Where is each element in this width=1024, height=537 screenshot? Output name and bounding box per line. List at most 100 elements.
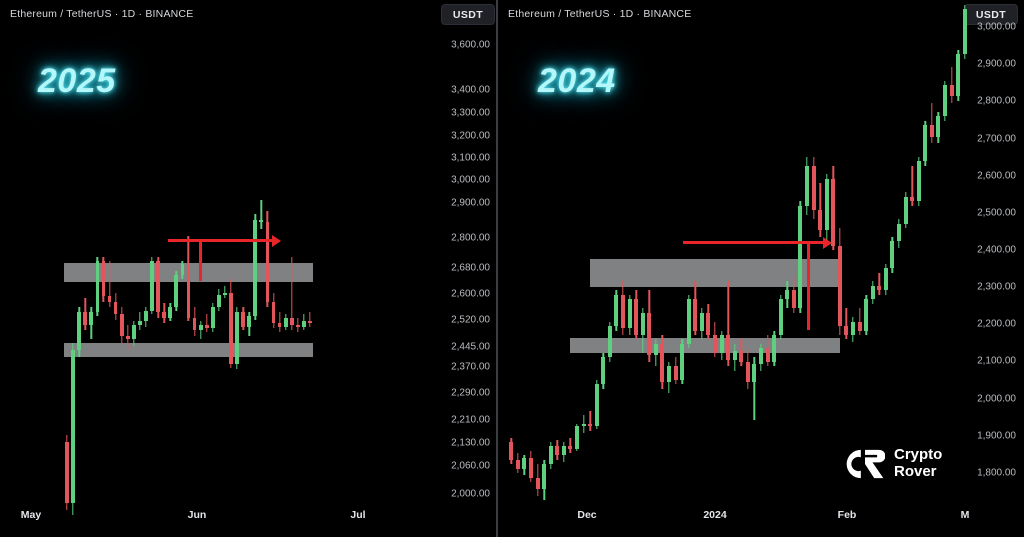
candle-body xyxy=(223,292,227,295)
candle-body xyxy=(198,324,203,331)
price-axis-right[interactable]: 3,000.00 2,900.00 2,800.00 2,700.00 2,600.00… xyxy=(958,0,1022,537)
candle-wick xyxy=(224,285,226,299)
candle xyxy=(65,0,69,537)
candle-body xyxy=(71,349,75,503)
candle-body xyxy=(936,116,941,137)
chart-panel-2025[interactable]: Ethereum / TetherUS · 1D · BINANCE USDT … xyxy=(0,0,496,537)
candle xyxy=(752,0,757,537)
candle-body xyxy=(186,264,191,318)
candle xyxy=(877,0,882,537)
candle-body xyxy=(89,312,94,325)
year-label-2025: 2025 xyxy=(38,62,116,100)
candle-body xyxy=(640,312,645,335)
candle-body xyxy=(131,324,136,340)
candle-body xyxy=(162,312,167,318)
candle xyxy=(712,0,718,537)
candle-body xyxy=(253,219,258,316)
candle xyxy=(150,0,154,537)
price-tick: 2,680.00 xyxy=(451,262,490,274)
price-tick: 2,600.00 xyxy=(451,288,490,300)
candle xyxy=(811,0,816,537)
watermark-logo: Crypto Rover xyxy=(845,446,942,481)
candle xyxy=(758,0,764,537)
candle xyxy=(216,0,221,537)
candle-body xyxy=(653,343,658,356)
price-tick: 2,000.00 xyxy=(451,488,490,500)
candle xyxy=(614,0,619,537)
candle xyxy=(739,0,744,537)
price-tick: 3,000.00 xyxy=(977,21,1016,33)
price-tick: 3,100.00 xyxy=(451,152,490,164)
currency-badge-left[interactable]: USDT xyxy=(441,4,495,25)
candle-body xyxy=(778,299,783,335)
candle-body xyxy=(522,457,527,469)
time-tick: Feb xyxy=(837,509,857,521)
candle-body xyxy=(962,9,967,55)
candle-body xyxy=(752,363,757,382)
candle xyxy=(765,0,770,537)
candle xyxy=(653,0,658,537)
price-tick: 2,210.00 xyxy=(451,414,490,426)
candle-wick xyxy=(199,321,202,340)
candle-body xyxy=(265,221,270,302)
candle-body xyxy=(831,178,836,246)
candle-body xyxy=(666,366,672,382)
time-tick: May xyxy=(20,509,42,521)
candle xyxy=(693,0,698,537)
candle-wick xyxy=(753,357,756,420)
price-tick: 2,800.00 xyxy=(977,95,1016,107)
candle-body xyxy=(568,446,573,449)
currency-badge-right[interactable]: USDT xyxy=(964,4,1018,25)
candle xyxy=(253,0,258,537)
cr-monogram-icon xyxy=(846,449,885,479)
price-tick: 2,445.00 xyxy=(451,341,490,353)
candle xyxy=(627,0,632,537)
candle xyxy=(673,0,678,537)
candle-body xyxy=(916,161,921,202)
candle xyxy=(265,0,270,537)
panel-divider xyxy=(496,0,498,537)
candle-body xyxy=(125,335,130,340)
chart-panel-2024[interactable]: Ethereum / TetherUS · 1D · BINANCE USDT … xyxy=(498,0,1024,537)
candle-body xyxy=(229,292,233,365)
candle-body xyxy=(772,335,777,362)
candle-wick xyxy=(911,165,913,206)
price-axis-left[interactable]: 3,600.00 3,400.00 3,300.00 3,200.00 3,100.00… xyxy=(432,0,496,537)
candle-body xyxy=(95,260,100,313)
candle-body xyxy=(870,285,875,300)
candle xyxy=(174,0,179,537)
candle-body xyxy=(923,125,928,162)
candle-body xyxy=(204,324,209,329)
candle-body xyxy=(811,165,816,211)
candle xyxy=(107,0,112,537)
candle xyxy=(956,0,961,537)
candle-body xyxy=(824,178,829,231)
candle-body xyxy=(283,317,288,327)
candle-wick xyxy=(206,314,208,332)
time-tick: Dec xyxy=(577,509,597,521)
candle xyxy=(719,0,724,537)
candle-body xyxy=(528,457,534,478)
candle xyxy=(204,0,209,537)
candle xyxy=(535,0,540,537)
candle xyxy=(277,0,282,537)
candle xyxy=(706,0,711,537)
candle xyxy=(785,0,790,537)
candle xyxy=(192,0,197,537)
price-tick: 2,500.00 xyxy=(977,207,1016,219)
candle xyxy=(289,0,294,537)
candle-body xyxy=(942,85,948,117)
candle-body xyxy=(804,165,810,206)
candle-body xyxy=(758,348,764,364)
candle xyxy=(302,0,306,537)
candle xyxy=(198,0,203,537)
candle-body xyxy=(180,264,185,275)
candle-wick xyxy=(291,257,293,331)
candle xyxy=(660,0,665,537)
candle-body xyxy=(910,196,915,202)
candle-body xyxy=(277,323,282,327)
price-tick: 2,700.00 xyxy=(977,133,1016,145)
price-tick: 3,600.00 xyxy=(451,39,490,51)
candle xyxy=(936,0,941,537)
candle xyxy=(923,0,928,537)
